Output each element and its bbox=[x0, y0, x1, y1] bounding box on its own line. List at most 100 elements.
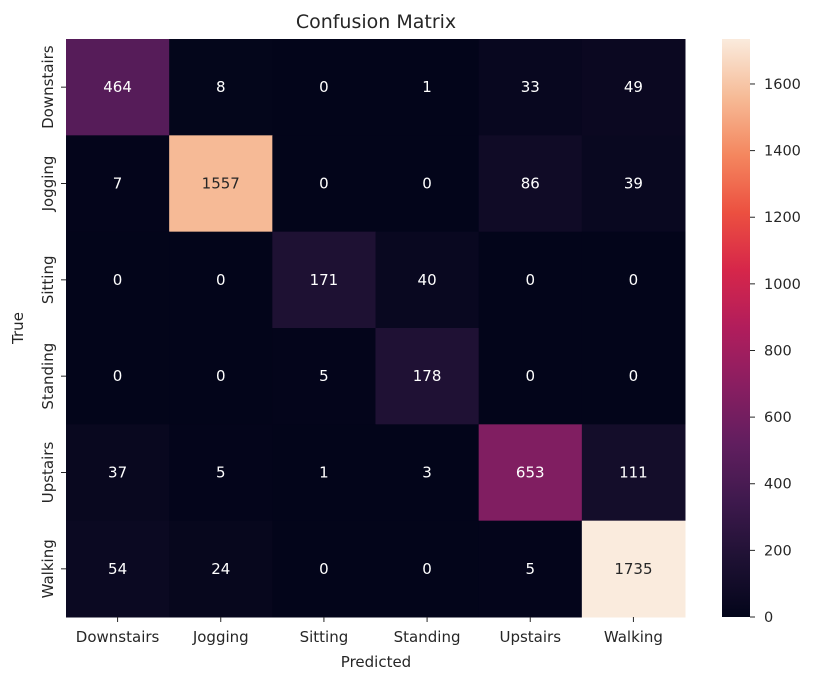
colorbar-tick-label: 1200 bbox=[764, 210, 801, 226]
colorbar-tick-label: 1000 bbox=[764, 277, 801, 293]
heatmap-cell bbox=[169, 39, 273, 136]
heatmap-cell bbox=[478, 135, 583, 233]
y-tick-label: Standing bbox=[39, 343, 57, 410]
x-tick-label: Upstairs bbox=[499, 628, 561, 646]
heatmap-cell bbox=[375, 328, 480, 425]
heatmap-cell bbox=[375, 39, 480, 136]
colorbar-tick-label: 0 bbox=[764, 610, 773, 626]
heatmap-cell bbox=[169, 231, 273, 329]
cell-value-label: 0 bbox=[319, 78, 329, 96]
heatmap-cell bbox=[581, 520, 686, 618]
heatmap-cell bbox=[66, 520, 170, 618]
heatmap-cell bbox=[581, 39, 686, 136]
heatmap-grid: 464 8 0 1 33 49 7 1557 0 0 86 39 0 0 171 40 0 0 0 0 5 178 0 0 37… bbox=[66, 39, 686, 618]
heatmap-cell bbox=[375, 135, 480, 233]
colorbar-tick-label: 400 bbox=[764, 477, 792, 493]
colorbar: 0 200 400 600 800 1000 1200 1400 1600 bbox=[722, 39, 801, 626]
chart-title: Confusion Matrix bbox=[296, 11, 456, 33]
colorbar-tick-label: 200 bbox=[764, 543, 792, 559]
heatmap-cell bbox=[478, 328, 583, 425]
cell-value-label: 39 bbox=[624, 175, 643, 193]
heatmap-cell bbox=[66, 231, 170, 329]
heatmap-cell bbox=[169, 520, 273, 618]
cell-value-label: 0 bbox=[629, 367, 639, 385]
cell-value-label: 0 bbox=[319, 175, 329, 193]
heatmap-cell bbox=[581, 135, 686, 233]
heatmap-cell bbox=[581, 231, 686, 329]
x-tick-label: Jogging bbox=[192, 628, 249, 646]
heatmap-cell bbox=[272, 231, 376, 329]
heatmap-cell bbox=[375, 424, 480, 522]
cell-value-label: 0 bbox=[113, 367, 123, 385]
cell-value-label: 8 bbox=[216, 78, 226, 96]
cell-value-label: 0 bbox=[319, 560, 329, 578]
cell-value-label: 5 bbox=[319, 367, 329, 385]
cell-value-label: 40 bbox=[418, 271, 437, 289]
heatmap-cell bbox=[272, 39, 376, 136]
colorbar-tick-label: 600 bbox=[764, 410, 792, 426]
heatmap-cell bbox=[272, 328, 376, 425]
heatmap-cell bbox=[375, 520, 480, 618]
heatmap-cell bbox=[66, 424, 170, 522]
heatmap-cell bbox=[478, 520, 583, 618]
cell-value-label: 49 bbox=[624, 78, 643, 96]
cell-value-label: 33 bbox=[521, 78, 540, 96]
cell-value-label: 1557 bbox=[202, 175, 240, 193]
cell-value-label: 86 bbox=[521, 175, 540, 193]
y-axis-ticks: Downstairs Jogging Sitting Standing Upstairs… bbox=[39, 45, 66, 598]
colorbar-tick-label: 1600 bbox=[764, 77, 801, 93]
x-tick-label: Sitting bbox=[300, 628, 349, 646]
cell-value-label: 7 bbox=[113, 175, 123, 193]
cell-value-label: 178 bbox=[413, 367, 442, 385]
x-axis-label: Predicted bbox=[341, 653, 411, 671]
cell-value-label: 1 bbox=[422, 78, 432, 96]
cell-value-label: 37 bbox=[108, 464, 127, 482]
y-tick-label: Walking bbox=[39, 539, 57, 598]
y-tick-label: Sitting bbox=[39, 256, 57, 305]
cell-value-label: 464 bbox=[103, 78, 132, 96]
cell-value-label: 54 bbox=[108, 560, 127, 578]
y-tick-label: Upstairs bbox=[39, 442, 57, 504]
heatmap-cell bbox=[581, 328, 686, 425]
cell-value-label: 111 bbox=[619, 464, 648, 482]
heatmap-cell bbox=[478, 39, 583, 136]
cell-value-label: 1 bbox=[319, 464, 329, 482]
colorbar-gradient bbox=[722, 39, 750, 617]
heatmap-cell bbox=[66, 39, 170, 136]
cell-value-label: 0 bbox=[216, 271, 226, 289]
heatmap-cell bbox=[478, 424, 583, 522]
cell-value-label: 0 bbox=[113, 271, 123, 289]
heatmap-cell bbox=[581, 424, 686, 522]
cell-value-label: 0 bbox=[525, 367, 535, 385]
cell-value-label: 0 bbox=[422, 175, 432, 193]
cell-value-label: 0 bbox=[629, 271, 639, 289]
heatmap-cell bbox=[66, 328, 170, 425]
y-axis-label: True bbox=[9, 312, 27, 345]
heatmap-cell bbox=[272, 424, 376, 522]
x-tick-label: Walking bbox=[604, 628, 663, 646]
heatmap-cell bbox=[272, 135, 376, 233]
cell-value-label: 1735 bbox=[614, 560, 652, 578]
cell-value-label: 0 bbox=[422, 560, 432, 578]
cell-value-label: 3 bbox=[422, 464, 432, 482]
cell-value-label: 5 bbox=[216, 464, 226, 482]
heatmap-cell bbox=[169, 328, 273, 425]
colorbar-tick-label: 800 bbox=[764, 343, 792, 359]
x-axis-ticks: Downstairs Jogging Sitting Standing Upstairs… bbox=[76, 617, 663, 646]
cell-value-label: 5 bbox=[525, 560, 535, 578]
heatmap-cell bbox=[375, 231, 480, 329]
cell-value-label: 653 bbox=[516, 464, 545, 482]
heatmap-cell bbox=[66, 135, 170, 233]
cell-value-label: 0 bbox=[216, 367, 226, 385]
heatmap-cell bbox=[169, 135, 273, 233]
heatmap-cell bbox=[169, 424, 273, 522]
cell-value-label: 24 bbox=[211, 560, 230, 578]
y-tick-label: Jogging bbox=[39, 156, 57, 213]
colorbar-tick-label: 1400 bbox=[764, 144, 801, 160]
heatmap-cell bbox=[272, 520, 376, 618]
cell-value-label: 0 bbox=[525, 271, 535, 289]
cell-value-label: 171 bbox=[310, 271, 339, 289]
y-tick-label: Downstairs bbox=[39, 45, 57, 129]
x-tick-label: Downstairs bbox=[76, 628, 160, 646]
